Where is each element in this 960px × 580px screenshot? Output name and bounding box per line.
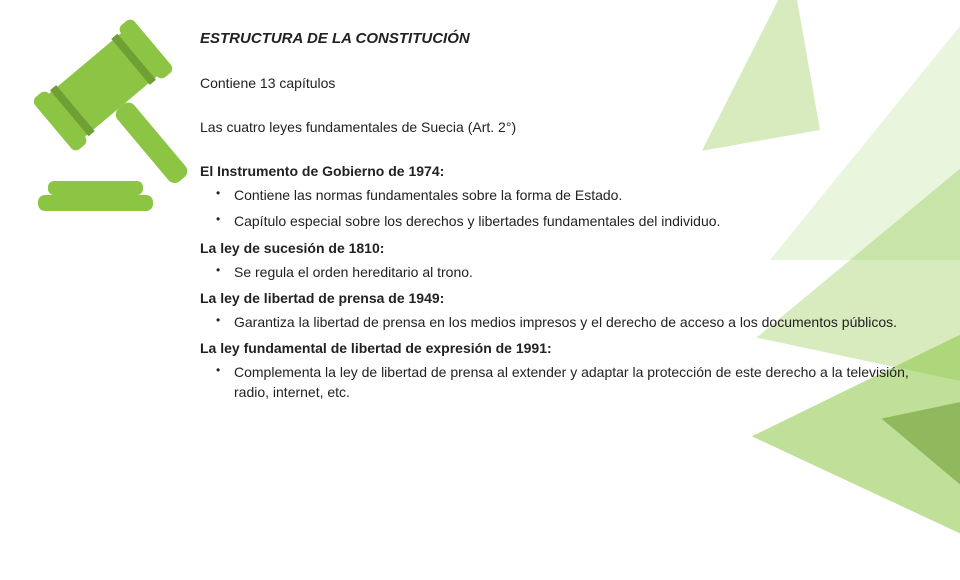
bullet-item: Complementa la ley de libertad de prensa… [200,362,910,403]
section-bullets: Se regula el orden hereditario al trono. [200,262,910,282]
section-heading: El Instrumento de Gobierno de 1974: [200,163,910,179]
intro-line-1: Contiene 13 capítulos [200,75,910,91]
content-area: ESTRUCTURA DE LA CONSTITUCIÓN Contiene 1… [200,30,910,411]
intro-line-2: Las cuatro leyes fundamentales de Suecia… [200,119,910,135]
section-heading: La ley de sucesión de 1810: [200,240,910,256]
section-heading: La ley fundamental de libertad de expres… [200,340,910,356]
slide-title: ESTRUCTURA DE LA CONSTITUCIÓN [200,30,910,47]
bullet-item: Garantiza la libertad de prensa en los m… [200,312,910,332]
section-bullets: Contiene las normas fundamentales sobre … [200,185,910,232]
gavel-icon [18,5,188,225]
bullet-item: Capítulo especial sobre los derechos y l… [200,211,910,231]
bullet-item: Se regula el orden hereditario al trono. [200,262,910,282]
section-bullets: Complementa la ley de libertad de prensa… [200,362,910,403]
bullet-item: Contiene las normas fundamentales sobre … [200,185,910,205]
section-heading: La ley de libertad de prensa de 1949: [200,290,910,306]
slide: ESTRUCTURA DE LA CONSTITUCIÓN Contiene 1… [0,0,960,540]
section-bullets: Garantiza la libertad de prensa en los m… [200,312,910,332]
